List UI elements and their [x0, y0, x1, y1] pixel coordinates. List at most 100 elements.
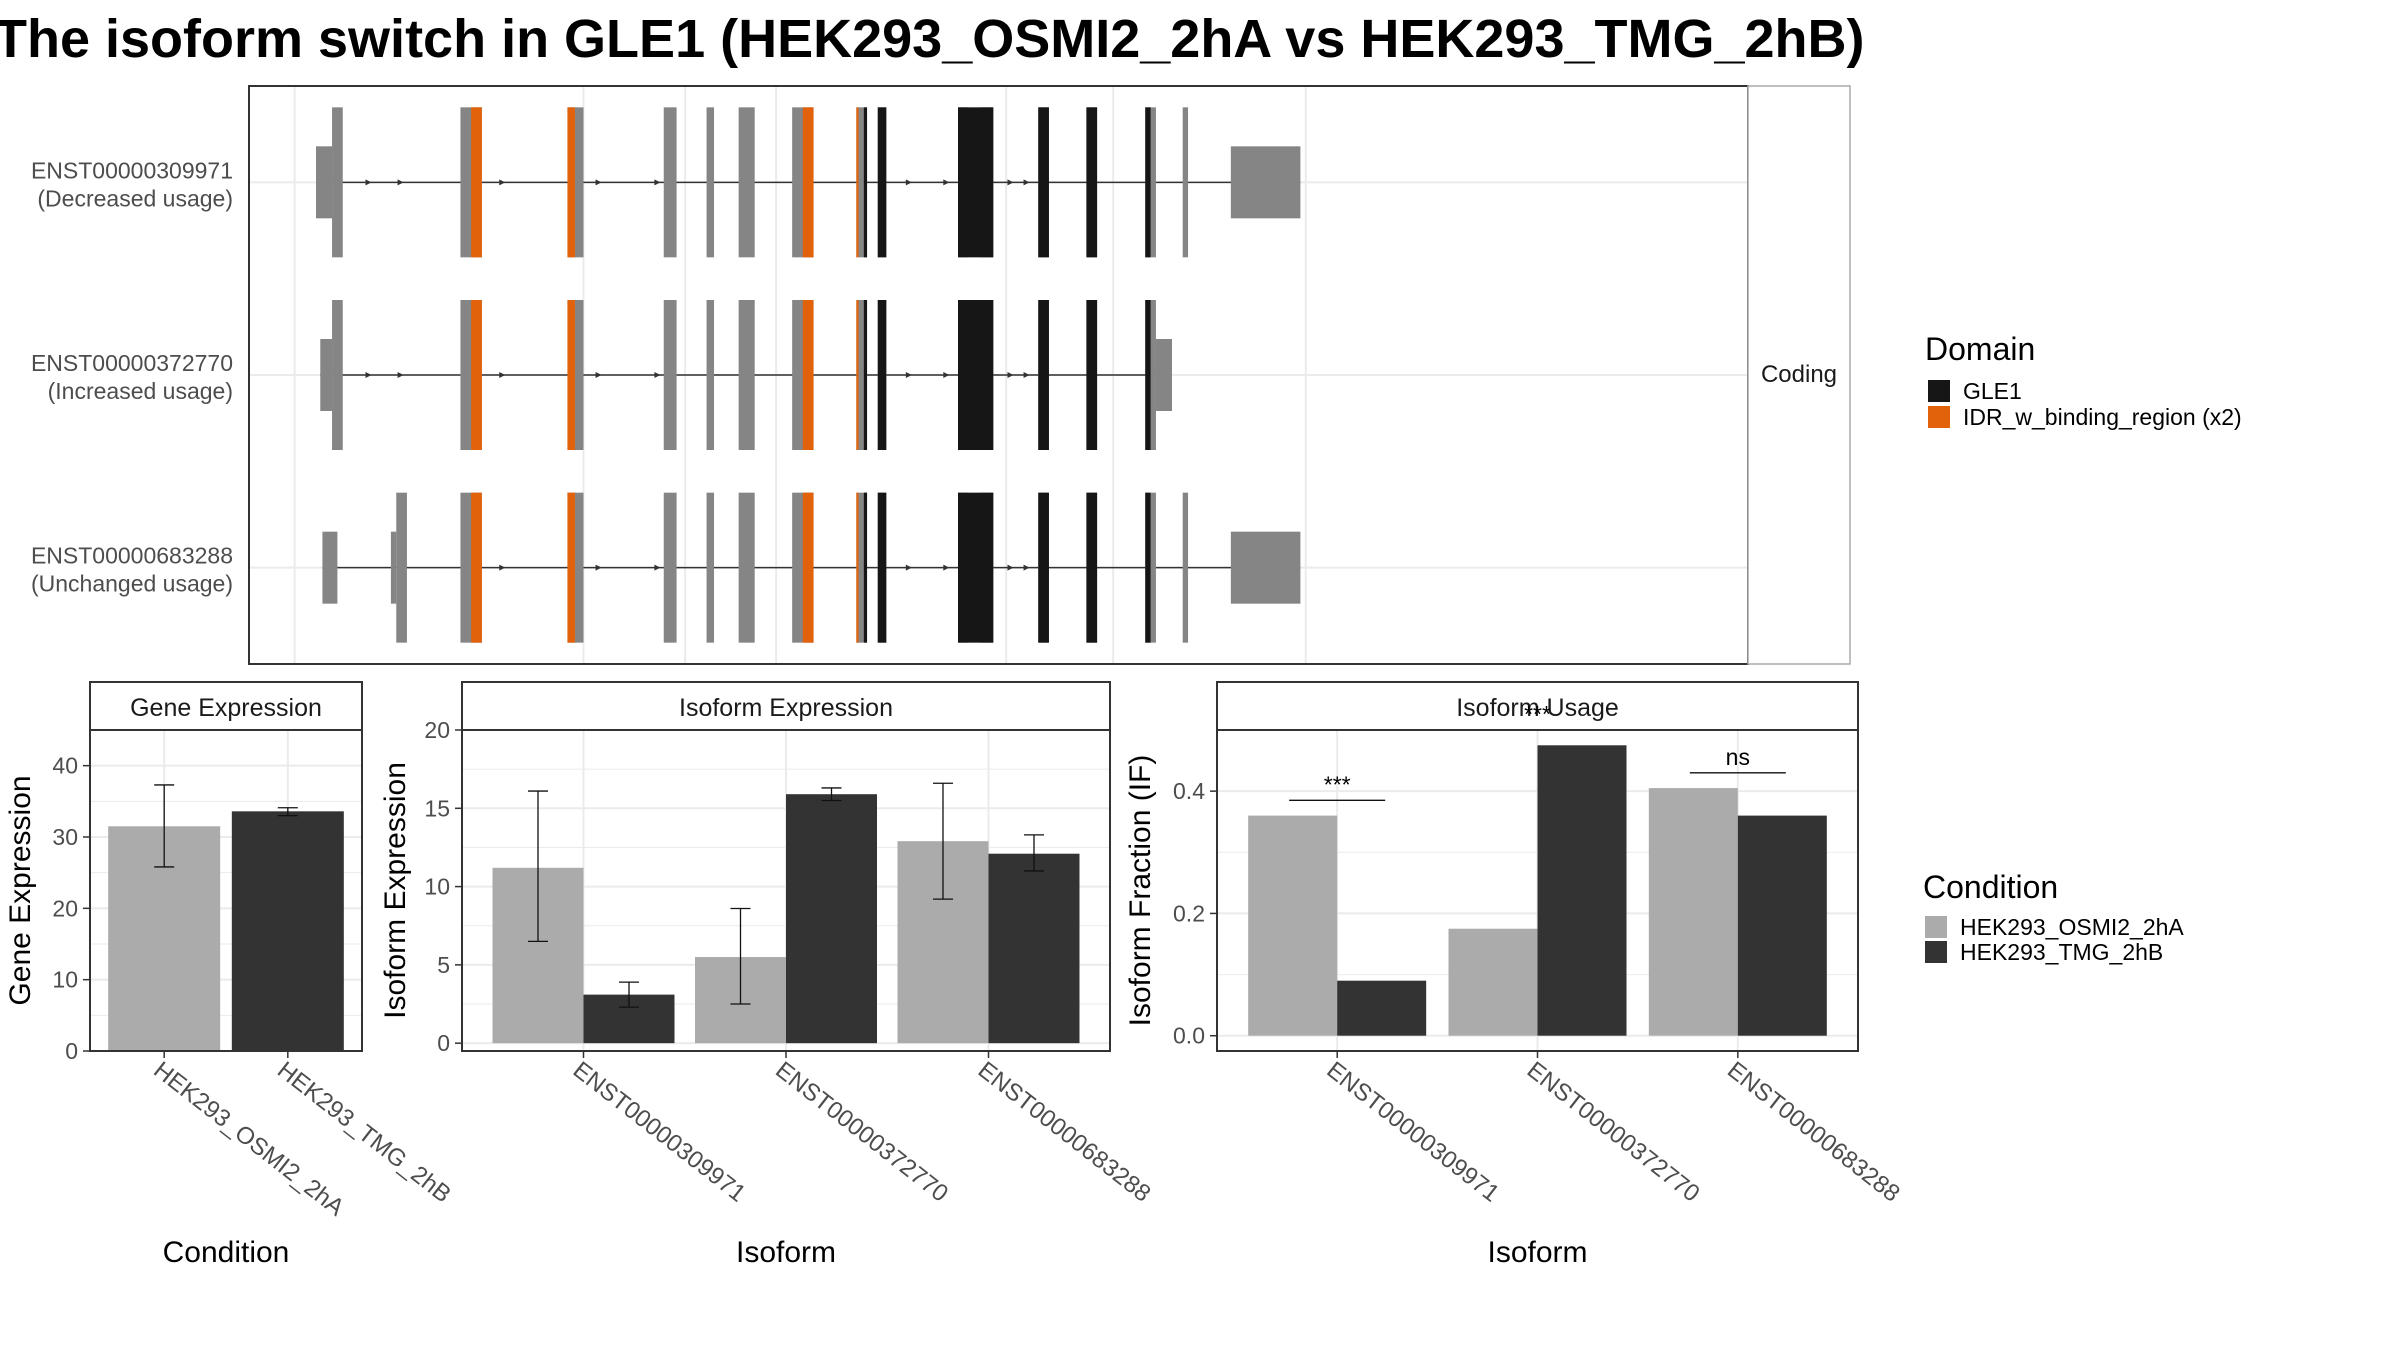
- transcript-structure-panel: ENST00000309971(Decreased usage) ENST0000…: [31, 85, 1749, 665]
- domain-idr: [856, 107, 859, 258]
- coding-exon: [663, 300, 677, 450]
- coding-exon: [332, 300, 343, 450]
- strand-arrow: [595, 564, 602, 571]
- x-tick-label: ENST00000683288: [973, 1056, 1156, 1207]
- y-tick-label: 0.0: [1173, 1023, 1205, 1049]
- strand-arrow: [499, 372, 506, 378]
- condition-legend-label-1: HEK293_TMG_2hB: [1960, 939, 2163, 965]
- strand-arrow: [1023, 179, 1030, 186]
- utr-block: [316, 146, 333, 219]
- domain-idr: [567, 492, 575, 643]
- x-tick-label: ENST00000683288: [1722, 1056, 1905, 1207]
- x-tick-label: ENST00000309971: [568, 1056, 751, 1207]
- strand-arrow: [499, 564, 506, 571]
- coding-exon: [706, 300, 715, 450]
- domain-legend-title: Domain: [1925, 331, 2035, 367]
- domain-gle1: [863, 300, 868, 450]
- bar-HEK293_OSMI2_2hA-2: [1648, 788, 1738, 1036]
- domain-gle1: [863, 492, 868, 643]
- strand-arrow: [365, 179, 372, 186]
- domain-idr: [471, 300, 482, 450]
- domain-idr: [802, 300, 814, 450]
- y-tick-label: 0: [65, 1038, 78, 1064]
- domain-idr: [471, 492, 482, 643]
- domain-gle1: [1086, 300, 1098, 450]
- domain-gle1: [1145, 492, 1151, 643]
- domain-gle1: [958, 300, 994, 450]
- y-tick-label: 0.4: [1173, 778, 1205, 804]
- y-axis-title: Isoform Expression: [379, 762, 412, 1019]
- domain-gle1: [877, 492, 887, 643]
- domain-gle1: [1145, 300, 1151, 450]
- strand-arrow: [654, 372, 661, 378]
- x-tick-label: ENST00000372770: [1522, 1056, 1705, 1207]
- strand-arrow: [943, 179, 950, 186]
- strand-arrow: [905, 564, 912, 571]
- condition-legend-swatch-0: [1925, 916, 1947, 938]
- domain-idr: [856, 300, 859, 450]
- transcript-row-ENST00000683288: [322, 492, 1301, 643]
- strand-arrow: [397, 179, 404, 186]
- domain-idr: [567, 107, 575, 258]
- y-tick-label: 10: [52, 967, 78, 993]
- strip-label: Gene Expression: [130, 694, 322, 722]
- bar-HEK293_TMG_2hB-0: [231, 811, 344, 1051]
- domain-gle1: [1038, 300, 1049, 450]
- bar-HEK293_OSMI2_2hA-0: [1248, 815, 1338, 1036]
- utr-block: [1230, 531, 1301, 604]
- y-axis-title: Gene Expression: [4, 775, 37, 1005]
- significance-label: ***: [1524, 701, 1551, 727]
- transcript-label-ENST00000309971: ENST00000309971: [31, 157, 233, 183]
- strand-arrow: [905, 179, 912, 186]
- y-tick-label: 0: [437, 1030, 450, 1056]
- bar-HEK293_TMG_2hB-2: [1737, 815, 1827, 1036]
- y-tick-label: 15: [424, 795, 450, 821]
- domain-idr: [567, 300, 575, 450]
- transcript-label-ENST00000372770: ENST00000372770: [31, 350, 233, 376]
- strand-arrow: [1007, 179, 1014, 186]
- strip-label: Isoform Usage: [1456, 694, 1619, 722]
- utr-block: [1155, 339, 1172, 411]
- bar-HEK293_TMG_2hB-1: [786, 794, 877, 1044]
- domain-gle1: [958, 107, 994, 258]
- utr-block: [390, 531, 397, 604]
- transcript-usage-ENST00000683288: (Unchanged usage): [31, 571, 233, 597]
- condition-legend-swatch-1: [1925, 941, 1947, 963]
- y-tick-label: 10: [424, 874, 450, 900]
- panel-border: [89, 729, 363, 1052]
- transcript-label-ENST00000683288: ENST00000683288: [31, 543, 233, 569]
- coding-exon: [663, 492, 677, 643]
- domain-gle1: [877, 300, 887, 450]
- domain-idr: [471, 107, 482, 258]
- domain-gle1: [877, 107, 887, 258]
- domain-legend-swatch-0: [1928, 380, 1950, 402]
- strand-arrow: [499, 179, 506, 186]
- strand-arrow: [397, 372, 404, 378]
- utr-block: [1230, 146, 1301, 219]
- strand-arrow: [943, 564, 950, 571]
- coding-exon: [856, 107, 868, 258]
- coding-exon: [706, 492, 715, 643]
- y-axis-title: Isoform Fraction (IF): [1124, 755, 1157, 1027]
- domain-legend-label-1: IDR_w_binding_region (x2): [1963, 404, 2242, 430]
- strand-arrow: [595, 179, 602, 186]
- strand-arrow: [595, 372, 602, 378]
- domain-gle1: [1086, 492, 1098, 643]
- significance-label: ns: [1726, 744, 1750, 770]
- coding-facet-strip: Coding: [1747, 85, 1851, 665]
- strand-arrow: [1007, 564, 1014, 571]
- domain-gle1: [1145, 107, 1151, 258]
- condition-legend-label-0: HEK293_OSMI2_2hA: [1960, 914, 2184, 940]
- coding-exon: [856, 492, 868, 643]
- y-tick-label: 0.2: [1173, 900, 1205, 926]
- x-axis-title: Isoform: [1487, 1236, 1587, 1269]
- y-tick-label: 20: [424, 717, 450, 743]
- domain-idr: [802, 107, 814, 258]
- strand-arrow: [905, 372, 912, 378]
- coding-exon: [706, 107, 715, 258]
- domain-gle1: [1086, 107, 1098, 258]
- coding-exon: [396, 492, 407, 643]
- domain-gle1: [958, 492, 994, 643]
